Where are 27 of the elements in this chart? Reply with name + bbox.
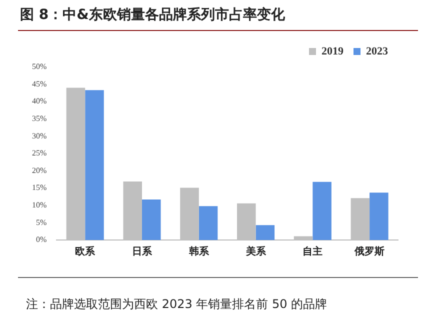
x-tick-label: 美系 (244, 246, 267, 258)
y-tick-label: 0% (36, 235, 47, 244)
y-tick-label: 15% (32, 183, 47, 192)
text: 注：品牌选取范围为西欧 2023 年销量排名前 50 的品牌 (26, 296, 328, 313)
y-tick-label: 40% (32, 96, 47, 106)
y-tick-label: 50% (32, 62, 47, 72)
chart-title: 图 8：中&东欧销量各品牌系列市占率变化 (20, 6, 285, 24)
y-tick-label: 30% (32, 131, 47, 140)
y-tick-label: 5% (36, 218, 47, 227)
bar (256, 225, 275, 240)
y-tick-label: 45% (32, 79, 47, 88)
bar (312, 182, 332, 240)
x-tick-label: 自主 (302, 246, 323, 258)
bar (370, 192, 388, 240)
x-tick-label: 俄罗斯 (354, 246, 385, 258)
bar (85, 90, 104, 240)
y-tick-label: 20% (32, 166, 47, 175)
x-tick-label: 欧系 (75, 246, 96, 258)
y-tick-label: 35% (32, 114, 47, 123)
y-tick-label: 25% (32, 148, 47, 158)
bar (198, 206, 218, 240)
legend-label: 2019 (322, 45, 344, 58)
x-tick-label: 日系 (132, 246, 153, 258)
x-tick-label: 韩系 (188, 246, 210, 258)
legend-label: 2023 (366, 45, 388, 58)
y-tick-label: 10% (32, 200, 47, 210)
bar (142, 200, 161, 240)
